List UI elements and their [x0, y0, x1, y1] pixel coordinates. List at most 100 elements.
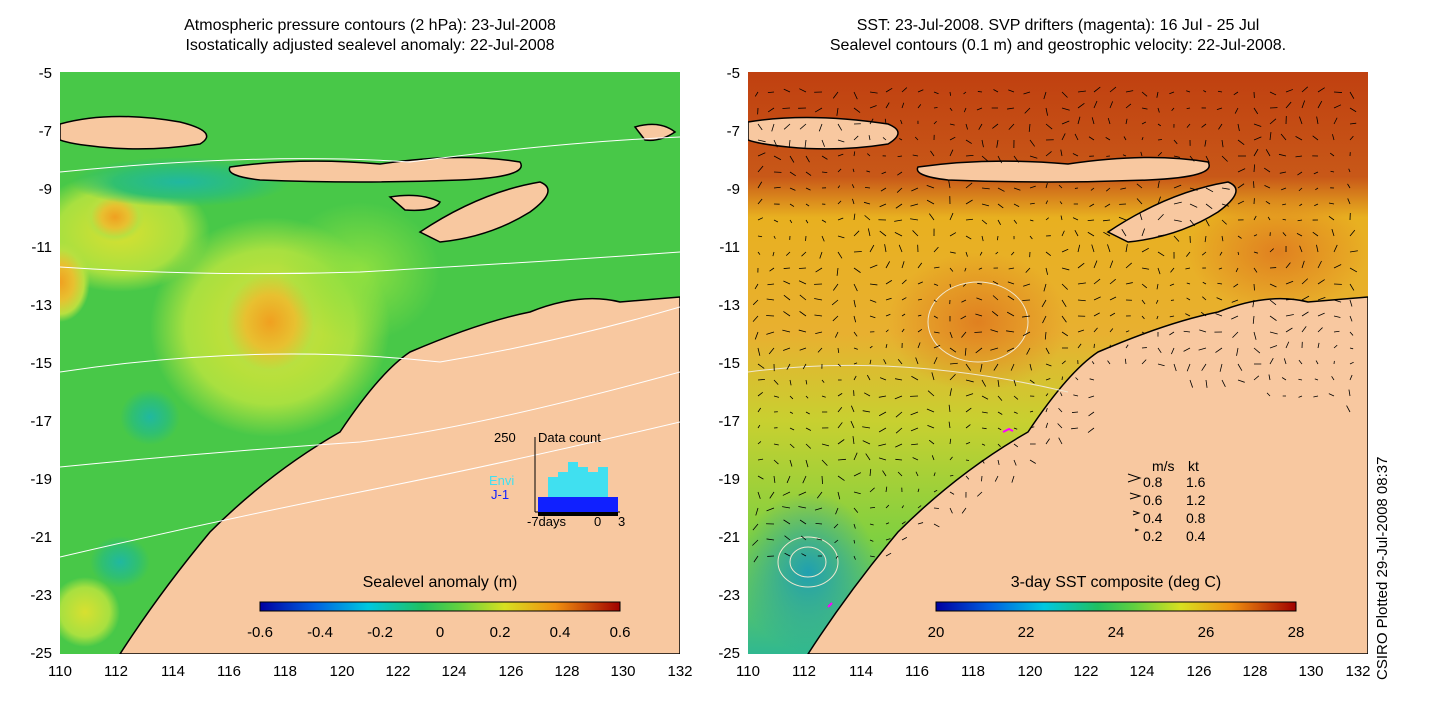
- velocity-arrow: [863, 201, 871, 205]
- velocity-arrow: [821, 443, 830, 447]
- velocity-arrow: [1298, 378, 1303, 381]
- velocity-arrow: [1202, 281, 1207, 285]
- velocity-arrow: [996, 139, 999, 148]
- velocity-arrow: [833, 523, 839, 529]
- velocity-arrow: [901, 313, 906, 317]
- velocity-arrow: [884, 118, 887, 125]
- sealevel-contour: [777, 536, 839, 588]
- velocity-arrow: [949, 347, 957, 353]
- velocity-arrow: [930, 150, 935, 157]
- velocity-arrow: [1141, 283, 1148, 289]
- velocity-arrow: [831, 299, 839, 306]
- x-tick-label: 128: [554, 663, 580, 680]
- velocity-arrow: [1189, 219, 1196, 227]
- velocity-arrow: [837, 475, 845, 481]
- velocity-arrow: [949, 136, 956, 141]
- velocity-arrow: [933, 331, 940, 334]
- velocity-arrow: [1091, 244, 1095, 253]
- velocity-arrow: [1091, 361, 1095, 365]
- velocity-arrow: [979, 251, 983, 256]
- velocity-arrow: [1008, 123, 1015, 130]
- velocity-arrow: [1349, 250, 1358, 253]
- velocity-arrow: [1253, 331, 1257, 340]
- velocity-arrow: [977, 91, 983, 93]
- velocity-arrow: [1072, 153, 1079, 157]
- y-tick-label: -11: [719, 239, 740, 256]
- velocity-arrow: [915, 357, 919, 365]
- velocity-arrow: [1169, 315, 1175, 318]
- velocity-arrow: [961, 331, 967, 338]
- velocity-arrow: [1157, 213, 1164, 221]
- velocity-legend-header-kt: kt: [1188, 458, 1199, 474]
- velocity-arrow: [1169, 331, 1175, 336]
- velocity-arrow: [1109, 312, 1116, 317]
- velocity-arrow: [1218, 123, 1223, 130]
- velocity-arrow: [997, 155, 1003, 164]
- velocity-arrow: [1333, 344, 1338, 349]
- velocity-arrow: [862, 410, 871, 413]
- velocity-arrow: [895, 458, 903, 461]
- velocity-arrow: [851, 184, 855, 189]
- velocity-arrow: [1201, 251, 1207, 256]
- velocity-arrow: [901, 87, 908, 93]
- velocity-arrow: [885, 344, 888, 349]
- y-tick-label: -13: [30, 297, 52, 314]
- velocity-arrow: [869, 244, 875, 253]
- velocity-arrow: [867, 153, 871, 157]
- velocity-arrow: [1022, 315, 1031, 318]
- velocity-arrow: [1201, 363, 1207, 371]
- velocity-arrow: [832, 283, 839, 291]
- velocity-arrow: [1253, 234, 1258, 237]
- velocity-arrow: [754, 331, 759, 340]
- velocity-arrow: [1269, 132, 1272, 141]
- velocity-arrow: [1313, 395, 1319, 398]
- velocity-arrow: [1333, 330, 1340, 333]
- velocity-arrow: [1045, 200, 1048, 205]
- velocity-arrow: [933, 91, 939, 95]
- velocity-arrow: [869, 487, 875, 493]
- velocity-arrow: [1043, 91, 1047, 100]
- velocity-arrow: [1157, 363, 1165, 367]
- velocity-arrow: [1215, 347, 1223, 353]
- velocity-arrow: [1298, 395, 1303, 398]
- velocity-arrow: [885, 552, 892, 557]
- velocity-arrow: [1045, 438, 1050, 445]
- velocity-arrow: [981, 379, 987, 387]
- velocity-arrow: [949, 438, 952, 445]
- velocity-arrow: [1141, 121, 1147, 125]
- velocity-arrow: [1189, 155, 1195, 162]
- left-title-line-1: Atmospheric pressure contours (2 hPa): 2…: [184, 17, 556, 34]
- velocity-arrow: [1044, 331, 1047, 340]
- velocity-arrow: [1253, 148, 1259, 157]
- velocity-arrow: [949, 373, 956, 381]
- velocity-arrow: [901, 261, 905, 269]
- velocity-arrow: [1186, 123, 1191, 128]
- velocity-arrow: [995, 251, 999, 255]
- velocity-arrow: [1186, 107, 1191, 110]
- velocity-arrow: [1183, 330, 1191, 333]
- velocity-arrow: [1253, 136, 1262, 141]
- velocity-arrow: [878, 411, 887, 417]
- velocity-arrow: [853, 523, 856, 529]
- velocity-arrow: [1347, 198, 1351, 205]
- velocity-arrow: [897, 471, 903, 477]
- inset-series-j1: J-1: [491, 487, 510, 502]
- velocity-arrow: [917, 522, 924, 525]
- velocity-arrow: [1253, 267, 1258, 273]
- velocity-arrow: [837, 422, 843, 429]
- velocity-arrow: [895, 427, 903, 434]
- velocity-arrow: [1237, 235, 1242, 239]
- velocity-arrow: [1233, 91, 1239, 96]
- velocity-arrow: [933, 283, 939, 286]
- velocity-arrow: [771, 123, 775, 132]
- sst-patch: [1188, 192, 1368, 312]
- left-title-line-2: Isostatically adjusted sealevel anomaly:…: [185, 37, 555, 54]
- velocity-arrow: [1331, 376, 1335, 381]
- velocity-arrow: [869, 283, 878, 286]
- velocity-arrow: [879, 203, 887, 208]
- velocity-arrow: [853, 213, 856, 221]
- velocity-arrow: [805, 459, 809, 468]
- velocity-arrow: [805, 379, 808, 385]
- velocity-arrow: [789, 443, 795, 449]
- velocity-arrow: [1221, 155, 1228, 162]
